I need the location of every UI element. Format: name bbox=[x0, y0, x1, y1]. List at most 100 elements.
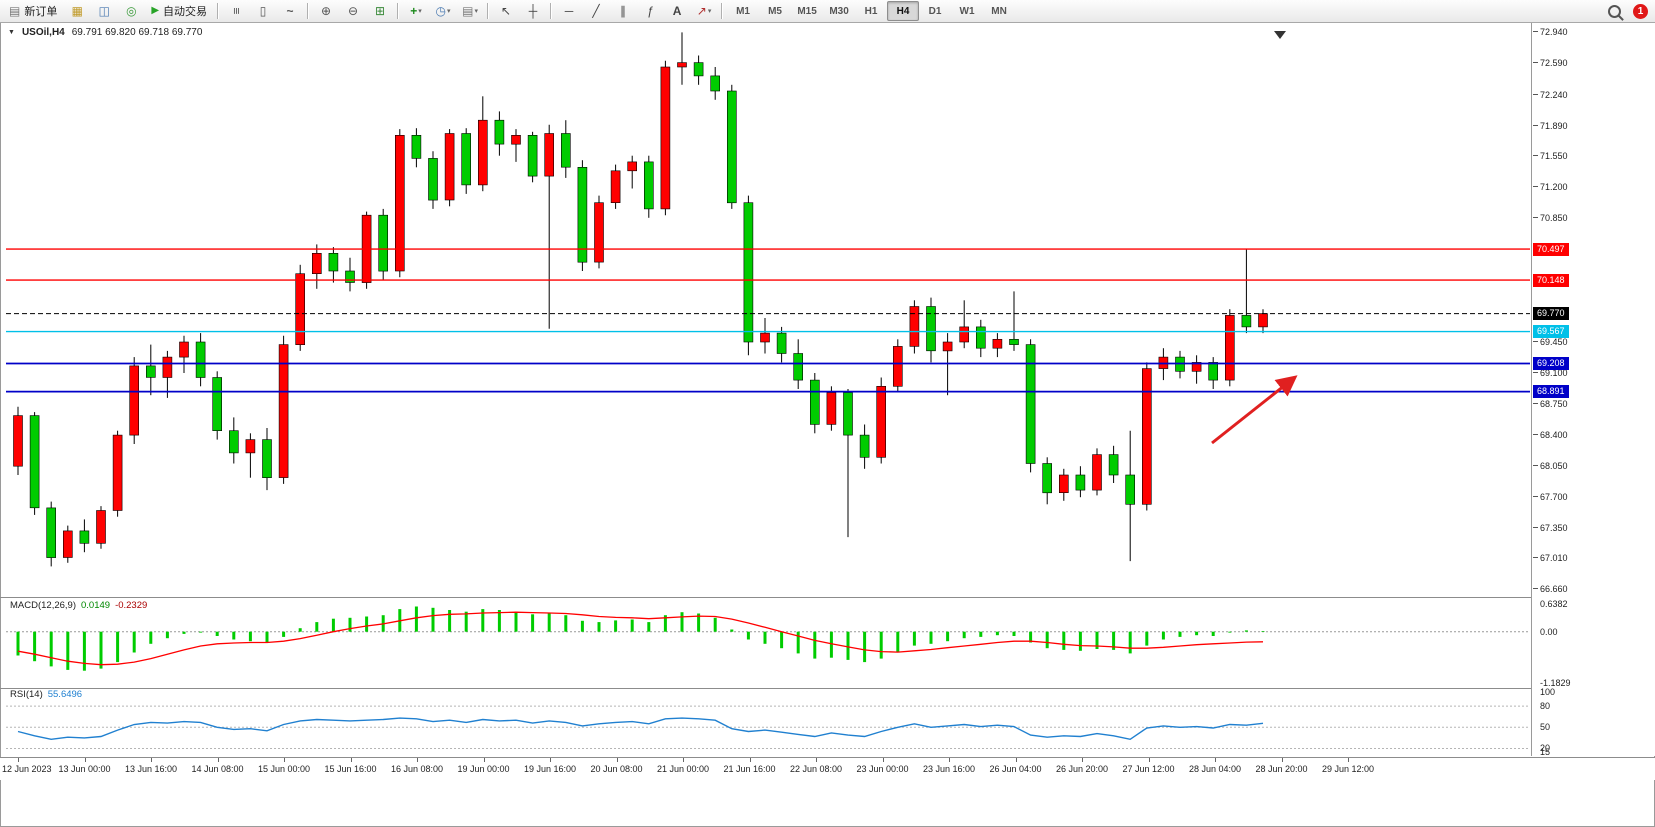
time-tick-mark bbox=[1082, 758, 1083, 762]
time-tick-label: 20 Jun 08:00 bbox=[590, 764, 643, 774]
time-tick-label: 15 Jun 00:00 bbox=[257, 764, 311, 774]
timeframe-button-h1[interactable]: H1 bbox=[864, 5, 878, 17]
timeframe-button-m1[interactable]: M1 bbox=[736, 5, 750, 17]
periods-button[interactable]: ◷ ▾ bbox=[430, 1, 456, 21]
market-watch-button[interactable]: ▦ bbox=[64, 1, 90, 21]
chart-ohlc-values: 69.791 69.820 69.718 69.770 bbox=[71, 27, 203, 38]
line-chart-icon: ~ bbox=[286, 4, 294, 18]
fibonacci-button[interactable]: ƒ bbox=[637, 1, 663, 21]
auto-trading-label: 自动交易 bbox=[163, 6, 208, 18]
timeframe-button-w1[interactable]: W1 bbox=[959, 5, 975, 17]
time-tick-label: 16 Jun 08:00 bbox=[390, 764, 444, 774]
macd-value: 0.0149 bbox=[81, 600, 111, 611]
toolbar-separator bbox=[217, 3, 220, 19]
time-tick-mark bbox=[550, 758, 551, 762]
time-tick-mark bbox=[1348, 758, 1349, 762]
bar-chart-button[interactable]: ≡ bbox=[223, 1, 249, 21]
new-order-label: 新订单 bbox=[24, 6, 58, 18]
cursor-button[interactable]: ↖ bbox=[493, 1, 519, 21]
rsi-axis-label: 80 bbox=[1540, 701, 1551, 712]
price-axis-divider bbox=[1531, 23, 1532, 756]
templates-button[interactable]: ▤ ▾ bbox=[457, 1, 483, 21]
navigator-icon: ◎ bbox=[126, 4, 137, 18]
price-tick-label: 71.550 bbox=[1533, 150, 1568, 161]
auto-trading-play-icon: ▶ bbox=[151, 5, 160, 16]
rsi-value: 55.6496 bbox=[47, 689, 83, 700]
main-chart-canvas[interactable] bbox=[6, 28, 1530, 593]
text-tool-icon: A bbox=[672, 4, 682, 18]
candlestick-chart-icon: ▯ bbox=[259, 4, 267, 18]
timeframe-button-m15[interactable]: M15 bbox=[797, 5, 817, 17]
new-order-button[interactable]: ▤ 新订单 bbox=[3, 1, 63, 21]
search-icon bbox=[1607, 4, 1621, 18]
toolbar-separator bbox=[487, 3, 490, 19]
time-tick-label: 19 Jun 16:00 bbox=[523, 764, 577, 774]
time-tick-label: 12 Jun 2023 bbox=[2, 764, 52, 774]
channel-button[interactable]: ∥ bbox=[610, 1, 636, 21]
price-tick-label: 72.590 bbox=[1533, 58, 1568, 69]
rsi-canvas[interactable] bbox=[6, 690, 1530, 754]
candlestick-chart-button[interactable]: ▯ bbox=[250, 1, 276, 21]
horizontal-line-icon: ─ bbox=[564, 4, 574, 18]
time-tick-label: 21 Jun 16:00 bbox=[723, 764, 776, 774]
timeframe-button-d1[interactable]: D1 bbox=[928, 5, 942, 17]
auto-trading-button[interactable]: ▶ 自动交易 bbox=[145, 1, 213, 21]
price-tick-label: 67.700 bbox=[1533, 492, 1568, 503]
text-tool-button[interactable]: A bbox=[664, 1, 690, 21]
timeframe-button-m30[interactable]: M30 bbox=[829, 5, 849, 17]
time-tick-label: 23 Jun 16:00 bbox=[922, 764, 976, 774]
panel-splitter-rsi[interactable] bbox=[0, 688, 1655, 689]
price-tick-label: 69.450 bbox=[1533, 336, 1568, 347]
dropdown-arrow-icon: ▾ bbox=[474, 8, 478, 15]
timeframe-button-h4[interactable]: H4 bbox=[887, 1, 920, 22]
price-tick-label: 71.200 bbox=[1533, 181, 1568, 192]
timeframe-group: M1 M5 M15 M30 H1 H4 D1 W1 MN bbox=[727, 1, 1015, 22]
new-chart-button[interactable]: + ▾ bbox=[403, 1, 429, 21]
macd-canvas[interactable] bbox=[6, 601, 1530, 686]
market-watch-icon: ▦ bbox=[71, 4, 84, 18]
dropdown-arrow-icon: ▾ bbox=[707, 8, 712, 15]
price-line-badge: 69.208 bbox=[1533, 356, 1569, 370]
search-button[interactable] bbox=[1601, 1, 1627, 21]
panel-splitter-macd[interactable] bbox=[0, 597, 1655, 598]
rsi-name: RSI(14) bbox=[10, 689, 43, 700]
arrows-tool-button[interactable]: ↗ ▾ bbox=[691, 1, 717, 21]
horizontal-line-button[interactable]: ─ bbox=[556, 1, 582, 21]
timeframe-button-m5[interactable]: M5 bbox=[768, 5, 782, 17]
rsi-label: RSI(14) 55.6496 bbox=[10, 689, 82, 700]
time-tick-mark bbox=[284, 758, 285, 762]
price-tick-label: 68.400 bbox=[1533, 430, 1568, 441]
time-tick-label: 22 Jun 08:00 bbox=[789, 764, 843, 774]
zoom-in-button[interactable]: ⊕ bbox=[313, 1, 339, 21]
price-line-badge: 69.567 bbox=[1533, 325, 1569, 339]
time-tick-label: 27 Jun 12:00 bbox=[1122, 764, 1175, 774]
macd-axis-label: -1.1829 bbox=[1540, 678, 1571, 688]
tile-windows-button[interactable]: ⊞ bbox=[367, 1, 393, 21]
toolbar-separator bbox=[307, 3, 310, 19]
bar-chart-icon: ≡ bbox=[229, 7, 244, 15]
time-tick-mark bbox=[217, 758, 219, 762]
price-tick-label: 67.010 bbox=[1533, 553, 1568, 564]
time-tick-label: 28 Jun 20:00 bbox=[1255, 764, 1308, 774]
time-tick-mark bbox=[1015, 758, 1017, 762]
notification-badge[interactable]: 1 bbox=[1633, 3, 1648, 19]
data-window-button[interactable]: ◫ bbox=[91, 1, 117, 21]
line-chart-button[interactable]: ~ bbox=[277, 1, 303, 21]
navigator-button[interactable]: ◎ bbox=[118, 1, 144, 21]
price-tick-label: 68.050 bbox=[1533, 461, 1568, 472]
time-tick-mark bbox=[616, 758, 618, 762]
collapse-triangle-icon[interactable]: ▼ bbox=[8, 29, 15, 36]
time-axis[interactable]: 12 Jun 2023 13 Jun 00:00 13 Jun 16:00 14 Ju… bbox=[0, 757, 1655, 780]
price-axis[interactable]: 72.940 72.590 72.240 71.890 71.550 71.200 70.8… bbox=[1532, 23, 1655, 757]
macd-name: MACD(12,26,9) bbox=[10, 600, 76, 611]
macd-axis-label: 0.00 bbox=[1540, 626, 1558, 637]
price-tick-label: 72.940 bbox=[1533, 27, 1568, 38]
trendline-button[interactable]: ╱ bbox=[583, 1, 609, 21]
new-chart-icon: + bbox=[410, 4, 418, 18]
time-tick-mark bbox=[151, 758, 152, 762]
zoom-out-button[interactable]: ⊖ bbox=[340, 1, 366, 21]
crosshair-button[interactable]: ┼ bbox=[520, 1, 546, 21]
macd-signal-value: -0.2329 bbox=[115, 600, 148, 611]
rsi-axis-label: 15 bbox=[1540, 747, 1551, 757]
timeframe-button-mn[interactable]: MN bbox=[991, 5, 1007, 17]
